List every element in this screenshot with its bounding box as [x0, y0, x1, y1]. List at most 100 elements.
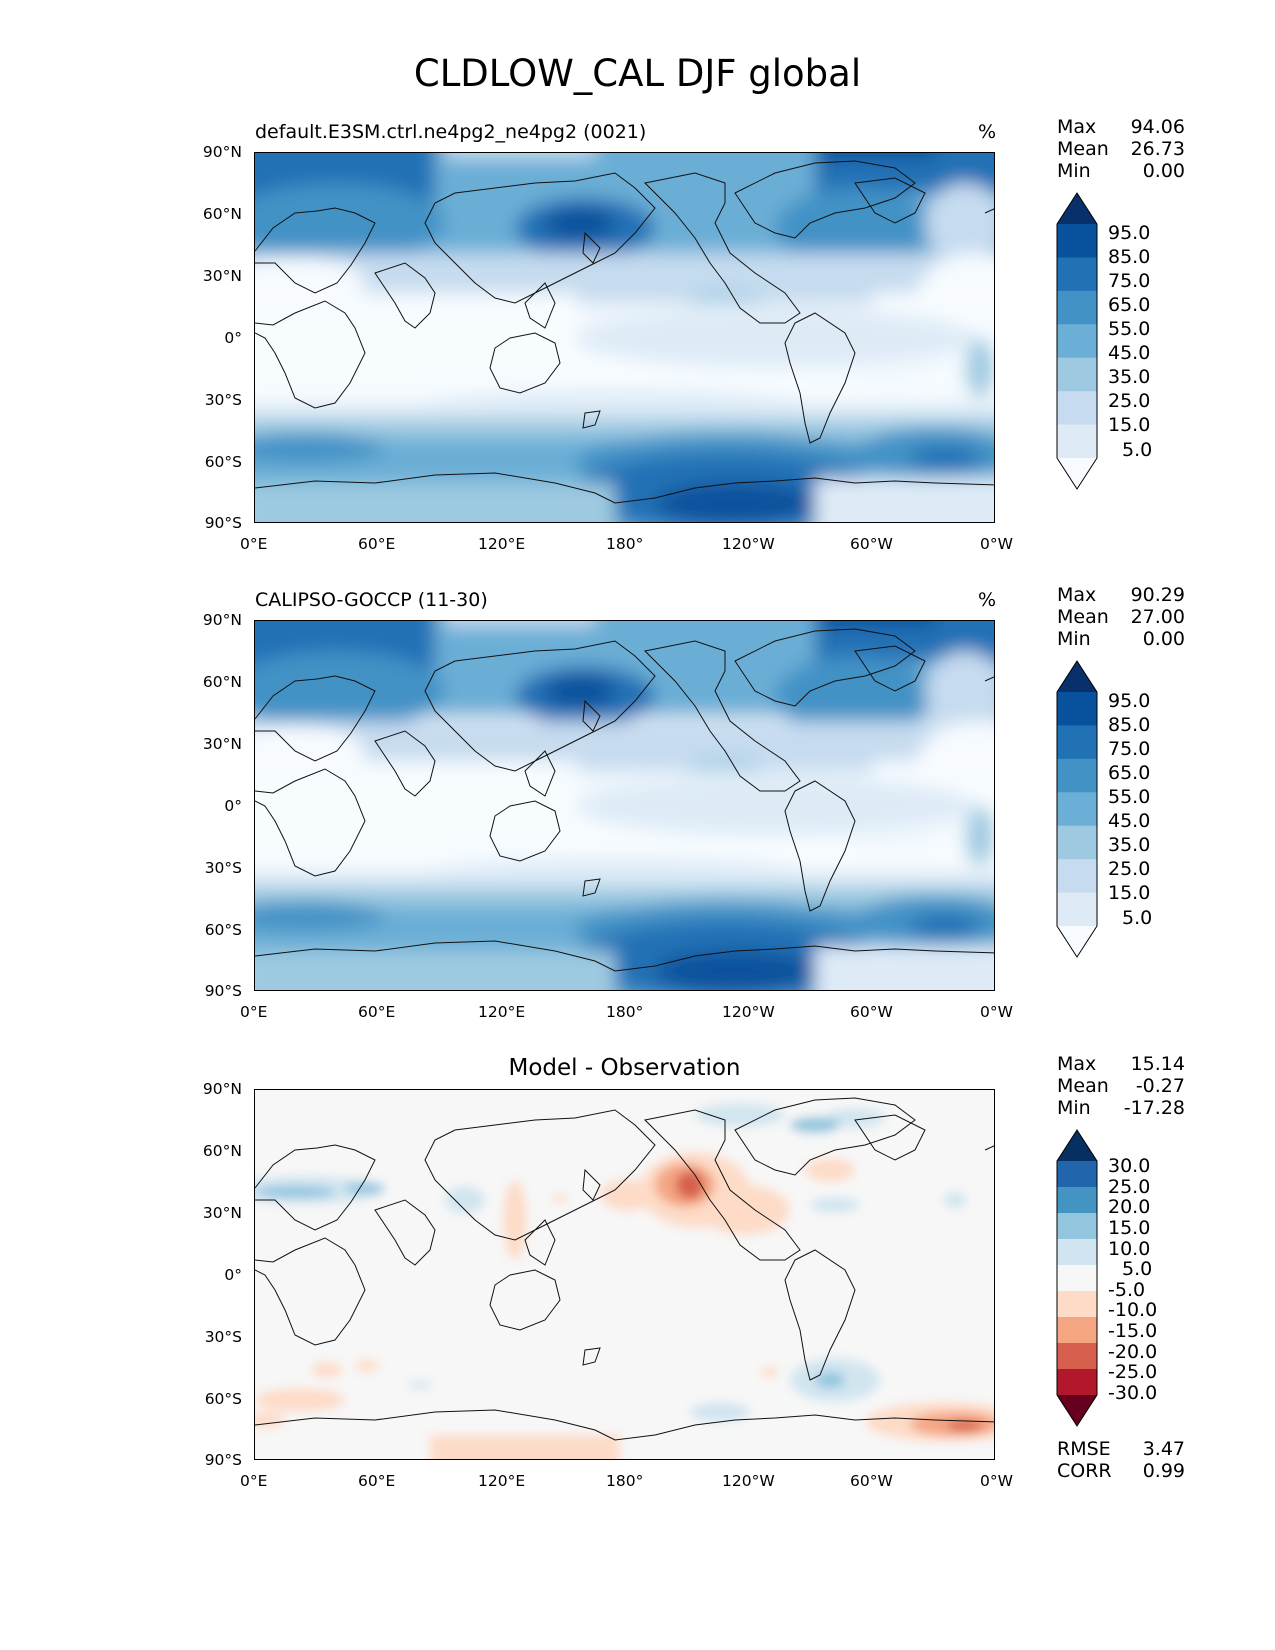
colorbar-band	[1057, 1239, 1097, 1266]
x-tick-label: 0°W	[980, 1003, 1013, 1021]
colorbar-label: 35.0	[1108, 834, 1151, 856]
metric-corr: CORR 0.99	[1057, 1460, 1185, 1482]
colorbar-band	[1057, 725, 1097, 760]
stat-max: Max 15.14	[1057, 1053, 1185, 1075]
colorbar-outline	[1056, 660, 1098, 958]
colorbar-band	[1057, 758, 1097, 793]
colorbar-outline	[1056, 1129, 1098, 1427]
colorbar-label: 95.0	[1108, 690, 1151, 712]
colorbar-label: -10.0	[1108, 1299, 1158, 1321]
colorbar-band	[1057, 391, 1097, 426]
y-tick-label: 90°S	[204, 982, 242, 1000]
y-tick-label: 0°	[224, 1266, 242, 1284]
colorbar-band	[1057, 1161, 1097, 1188]
colorbar-band	[1057, 825, 1097, 860]
panel2-coastlines	[255, 628, 994, 972]
colorbar-band	[1057, 224, 1097, 258]
y-tick-label: 90°N	[202, 1080, 242, 1098]
colorbar-label: -25.0	[1108, 1361, 1158, 1383]
x-tick-label: 0°W	[980, 535, 1013, 553]
y-tick-label: 30°N	[202, 735, 242, 753]
colorbar-label: 15.0	[1108, 414, 1151, 436]
colorbar-label: 65.0	[1108, 762, 1151, 784]
colorbar-band	[1057, 357, 1097, 392]
panel3-colorbar	[1056, 1129, 1098, 1427]
y-tick-label: 60°S	[204, 1390, 242, 1408]
stat-max: Max 90.29	[1057, 584, 1185, 606]
x-tick-label: 120°W	[722, 1003, 775, 1021]
colorbar-label: -5.0	[1108, 1279, 1146, 1301]
colorbar-extend-min	[1057, 926, 1097, 957]
stat-mean: Mean 26.73	[1057, 138, 1185, 160]
colorbar-label: 55.0	[1108, 318, 1151, 340]
colorbar-label: 85.0	[1108, 246, 1151, 268]
panel1-coastlines	[255, 160, 994, 504]
y-tick-label: 60°S	[204, 921, 242, 939]
y-tick-label: 30°N	[202, 1204, 242, 1222]
panel2-stats: Max 90.29 Mean 27.00 Min 0.00	[1057, 584, 1185, 650]
panel3-metrics: RMSE 3.47 CORR 0.99	[1057, 1438, 1185, 1482]
panel1-colorbar	[1056, 192, 1098, 490]
y-tick-label: 0°	[224, 797, 242, 815]
y-tick-label: 60°S	[204, 453, 242, 471]
colorbar-label: 65.0	[1108, 294, 1151, 316]
x-tick-label: 120°E	[478, 1003, 526, 1021]
colorbar-band	[1057, 257, 1097, 292]
colorbar-label: 75.0	[1108, 738, 1151, 760]
y-tick-label: 30°N	[202, 267, 242, 285]
stat-mean: Mean -0.27	[1057, 1075, 1185, 1097]
colorbar-label: 35.0	[1108, 366, 1151, 388]
stat-mean: Mean 27.00	[1057, 606, 1185, 628]
colorbar-band	[1057, 1291, 1097, 1318]
x-tick-label: 120°E	[478, 1472, 526, 1490]
x-tick-label: 60°E	[358, 535, 396, 553]
colorbar-label: 45.0	[1108, 810, 1151, 832]
colorbar-label: 10.0	[1108, 1238, 1151, 1260]
x-tick-label: 60°E	[358, 1003, 396, 1021]
x-tick-label: 180°	[606, 1472, 644, 1490]
colorbar-band	[1057, 792, 1097, 827]
panel2-title: CALIPSO-GOCCP (11-30)	[255, 589, 488, 611]
colorbar-band	[1057, 1369, 1097, 1396]
colorbar-label: 75.0	[1108, 270, 1151, 292]
panel2-units: %	[978, 589, 997, 611]
colorbar-extend-min	[1057, 1395, 1097, 1426]
colorbar-label: 25.0	[1108, 1176, 1151, 1198]
stat-min: Min 0.00	[1057, 628, 1185, 650]
colorbar-label: 30.0	[1108, 1155, 1151, 1177]
colorbar-label: 15.0	[1108, 1217, 1151, 1239]
colorbar-label: -30.0	[1108, 1382, 1158, 1404]
y-tick-label: 90°S	[204, 514, 242, 532]
stat-min: Min -17.28	[1057, 1097, 1185, 1119]
x-tick-label: 180°	[606, 535, 644, 553]
stat-max: Max 94.06	[1057, 116, 1185, 138]
colorbar-label: -15.0	[1108, 1320, 1158, 1342]
x-tick-label: 0°E	[240, 535, 268, 553]
colorbar-label: 95.0	[1108, 222, 1151, 244]
colorbar-band	[1057, 692, 1097, 726]
y-tick-label: 90°N	[202, 611, 242, 629]
figure-title: CLDLOW_CAL DJF global	[413, 52, 862, 95]
y-tick-label: 60°N	[202, 1142, 242, 1160]
x-tick-label: 0°E	[240, 1472, 268, 1490]
y-tick-label: 0°	[224, 329, 242, 347]
colorbar-label: 25.0	[1108, 390, 1151, 412]
stat-min: Min 0.00	[1057, 160, 1185, 182]
colorbar-band	[1057, 1317, 1097, 1344]
panel3-coastlines	[255, 1097, 994, 1441]
panel3-title: Model - Observation	[508, 1055, 741, 1081]
x-tick-label: 60°E	[358, 1472, 396, 1490]
y-tick-label: 30°S	[204, 1328, 242, 1346]
x-tick-label: 120°W	[722, 1472, 775, 1490]
x-tick-label: 60°W	[850, 535, 893, 553]
panel3-stats: Max 15.14 Mean -0.27 Min -17.28	[1057, 1053, 1185, 1119]
x-tick-label: 120°W	[722, 535, 775, 553]
y-tick-label: 30°S	[204, 859, 242, 877]
panel3-map	[254, 1089, 995, 1460]
colorbar-extend-max	[1057, 1130, 1097, 1161]
colorbar-extend-max	[1057, 661, 1097, 692]
colorbar-label: 15.0	[1108, 882, 1151, 904]
colorbar-band	[1057, 1213, 1097, 1240]
panel1-title: default.E3SM.ctrl.ne4pg2_ne4pg2 (0021)	[255, 121, 647, 143]
metric-rmse: RMSE 3.47	[1057, 1438, 1185, 1460]
